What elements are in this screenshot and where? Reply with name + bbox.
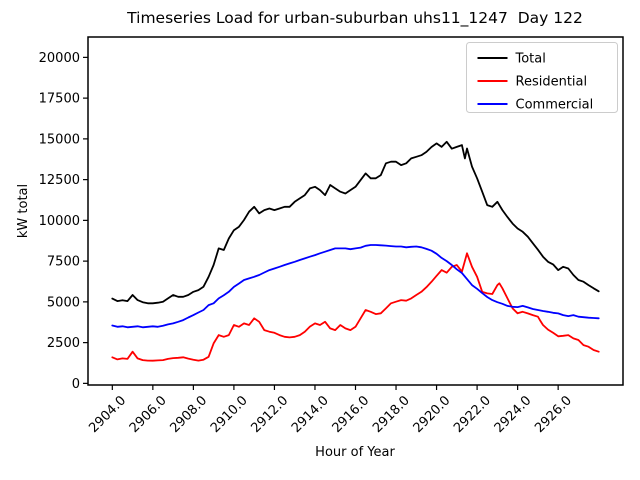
x-tick-label: 2924.0 bbox=[492, 393, 535, 436]
y-tick-label: 10000 bbox=[39, 214, 80, 229]
x-axis-label: Hour of Year bbox=[315, 445, 395, 460]
plot-area: 0 2500 5000 7500 10000 12500 15000 17500 20000 29… bbox=[39, 36, 624, 436]
chart-title: Timeseries Load for urban-suburban uhs11… bbox=[126, 9, 583, 28]
x-tick-label: 2920.0 bbox=[411, 393, 454, 436]
legend-label-commercial: Commercial bbox=[516, 98, 594, 113]
y-axis-label: kW total bbox=[16, 184, 31, 238]
x-tick-label: 2916.0 bbox=[330, 393, 373, 436]
y-tick-label: 7500 bbox=[47, 255, 80, 270]
series-line-residential bbox=[111, 252, 600, 362]
y-tick-label: 2500 bbox=[47, 336, 80, 351]
legend-label-residential: Residential bbox=[516, 75, 588, 90]
x-tick-label: 2922.0 bbox=[451, 393, 494, 436]
x-tick-label: 2918.0 bbox=[370, 393, 413, 436]
x-tick-label: 2908.0 bbox=[167, 393, 210, 436]
x-tick-label: 2910.0 bbox=[208, 393, 251, 436]
series-line-total bbox=[111, 140, 600, 305]
y-tick-label: 12500 bbox=[39, 173, 80, 188]
x-tick-label: 2904.0 bbox=[86, 393, 129, 436]
legend-box bbox=[466, 42, 618, 113]
y-tick-label: 15000 bbox=[39, 132, 80, 147]
x-tick-label: 2914.0 bbox=[289, 393, 332, 436]
y-tick-label: 5000 bbox=[47, 295, 80, 310]
y-tick-label: 17500 bbox=[39, 92, 80, 107]
x-tick-label: 2926.0 bbox=[532, 393, 575, 436]
y-tick-label: 0 bbox=[72, 377, 80, 392]
x-tick-label: 2906.0 bbox=[127, 393, 170, 436]
y-tick-label: 20000 bbox=[39, 51, 80, 66]
legend-label-total: Total bbox=[515, 52, 546, 67]
x-tick-label: 2912.0 bbox=[248, 393, 291, 436]
series-line-commercial bbox=[111, 244, 600, 329]
